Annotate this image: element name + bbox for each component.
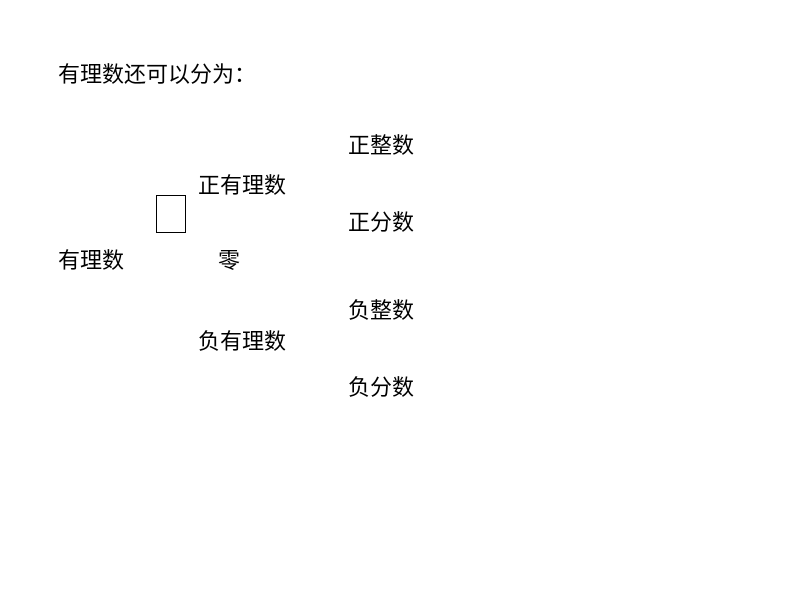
node-negative-integer: 负整数 <box>348 293 414 325</box>
node-positive-integer: 正整数 <box>348 128 414 160</box>
node-positive-fraction: 正分数 <box>348 205 414 237</box>
node-root: 有理数 <box>58 243 124 275</box>
node-zero: 零 <box>218 243 240 275</box>
node-positive-rational: 正有理数 <box>198 168 286 200</box>
node-negative-rational: 负有理数 <box>198 324 286 356</box>
node-negative-fraction: 负分数 <box>348 370 414 402</box>
diagram-title: 有理数还可以分为： <box>58 57 256 89</box>
box-placeholder <box>156 195 186 233</box>
